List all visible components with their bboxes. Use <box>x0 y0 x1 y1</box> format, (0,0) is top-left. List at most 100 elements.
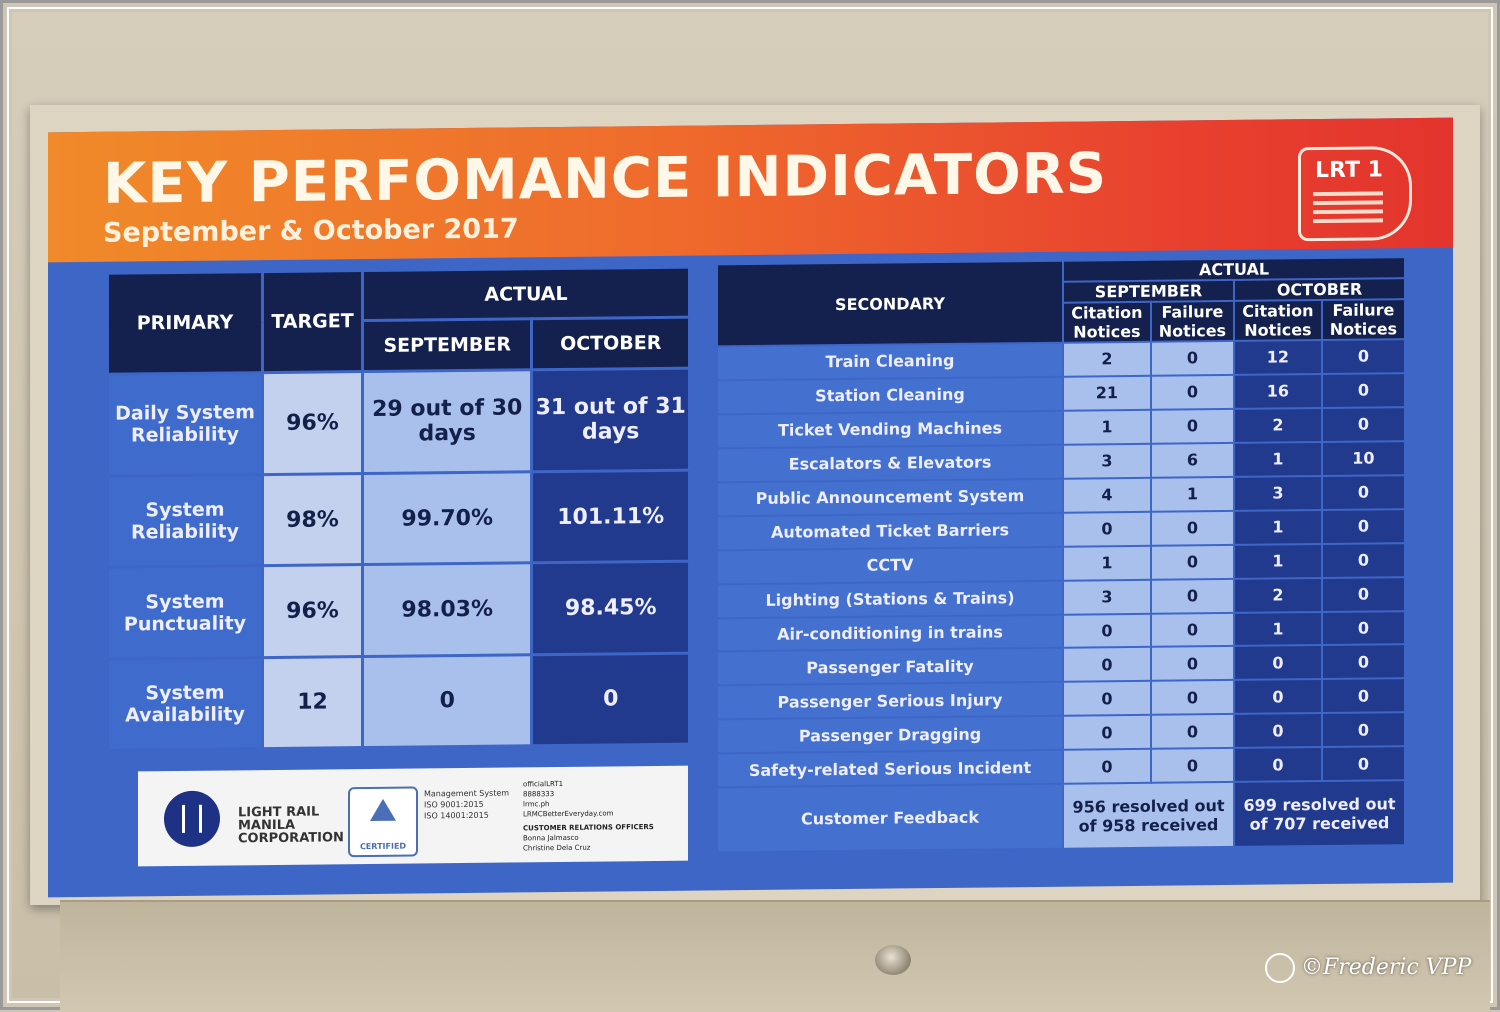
lrt1-logo-text: LRT 1 <box>1315 157 1383 184</box>
oct-citation-value: 12 <box>1233 340 1322 375</box>
oct-citation-value: 2 <box>1233 407 1322 443</box>
target-value: 98% <box>262 473 363 566</box>
october-value: 31 out of 31 days <box>531 367 690 472</box>
row-label: Safety-related Serious Incident <box>717 749 1063 788</box>
sep-failure-value: 0 <box>1150 680 1234 716</box>
september-value: 29 out of 30 days <box>362 369 532 474</box>
sep-failure-value: 0 <box>1150 646 1234 682</box>
tuv-triangle-icon <box>370 798 396 821</box>
certifications: Management System ISO 9001:2015 ISO 1400… <box>424 787 524 821</box>
cert-line: Management System <box>424 788 510 799</box>
poster-subtitle: September & October 2017 <box>103 213 519 249</box>
wall-lower-panel <box>60 900 1490 1012</box>
tuv-certified-badge: CERTIFIED <box>348 786 418 858</box>
footer-panel: LIGHT RAIL MANILA CORPORATION CERTIFIED … <box>138 765 688 867</box>
september-value: 0 <box>362 654 532 748</box>
feedback-row: Customer Feedback 956 resolved out of 958… <box>717 780 1405 853</box>
sep-failure-value: 0 <box>1150 578 1234 614</box>
october-value: 101.11% <box>531 470 690 564</box>
oct-citation-value: 1 <box>1233 543 1322 579</box>
sep-citation-value: 2 <box>1063 341 1151 377</box>
target-header: TARGET <box>262 270 363 373</box>
oct-failure-value: 0 <box>1321 407 1405 442</box>
feedback-label: Customer Feedback <box>717 783 1063 853</box>
contact-line: LRMCBetterEveryday.com <box>523 809 614 819</box>
row-label: Station Cleaning <box>717 376 1063 415</box>
sep-citation-header: Citation Notices <box>1063 301 1151 343</box>
row-label: System Availability <box>107 657 263 751</box>
sep-citation-value: 0 <box>1063 681 1151 717</box>
sep-citation-value: 0 <box>1063 715 1151 750</box>
sep-failure-value: 0 <box>1150 340 1234 376</box>
october-value: 0 <box>531 652 690 746</box>
row-label: Escalators & Elevators <box>717 444 1063 483</box>
oct-failure-value: 0 <box>1321 474 1405 510</box>
kpi-poster: KEY PERFOMANCE INDICATORS September & Oc… <box>48 117 1453 898</box>
october-header: OCTOBER <box>1233 278 1405 301</box>
sep-citation-value: 1 <box>1063 545 1151 581</box>
oct-failure-value: 0 <box>1321 746 1405 782</box>
oct-citation-value: 3 <box>1233 475 1322 511</box>
oct-citation-value: 2 <box>1233 577 1322 613</box>
primary-header: PRIMARY <box>107 271 263 374</box>
sep-failure-header: Failure Notices <box>1150 300 1234 342</box>
table-row: Daily System Reliability 96% 29 out of 3… <box>107 367 690 477</box>
sep-failure-value: 6 <box>1150 442 1234 478</box>
row-label: System Reliability <box>107 474 263 568</box>
target-value: 12 <box>262 656 363 749</box>
row-label: Passenger Serious Injury <box>717 682 1063 720</box>
oct-citation-value: 16 <box>1233 373 1322 409</box>
lrmc-logo-icon <box>164 790 220 848</box>
oct-citation-value: 0 <box>1233 645 1322 681</box>
table-row: System Reliability 98% 99.70% 101.11% <box>107 470 690 568</box>
lrt1-logo-lines <box>1313 191 1383 228</box>
sep-citation-value: 3 <box>1063 579 1151 615</box>
table-row: System Punctuality 96% 98.03% 98.45% <box>107 561 690 659</box>
row-label: Ticket Vending Machines <box>717 410 1063 449</box>
sep-failure-value: 0 <box>1150 714 1234 750</box>
bolt <box>875 945 911 975</box>
row-label: Public Announcement System <box>717 478 1063 517</box>
officer-name: Christine Dela Cruz <box>523 843 591 853</box>
oct-citation-value: 1 <box>1233 611 1322 647</box>
secondary-kpi-table: SECONDARY ACTUAL SEPTEMBER OCTOBER Citat… <box>716 256 1406 853</box>
row-label: Automated Ticket Barriers <box>717 512 1063 550</box>
row-label: Air-conditioning in trains <box>717 614 1063 652</box>
secondary-header: SECONDARY <box>717 260 1063 347</box>
oct-failure-value: 0 <box>1321 339 1405 374</box>
poster-header: KEY PERFOMANCE INDICATORS September & Oc… <box>48 117 1453 263</box>
oct-failure-value: 0 <box>1321 610 1405 646</box>
oct-failure-value: 10 <box>1321 440 1405 476</box>
cert-line: ISO 14001:2015 <box>424 810 489 821</box>
oct-citation-value: 0 <box>1233 679 1322 715</box>
sep-failure-value: 0 <box>1150 408 1234 444</box>
row-label: Passenger Dragging <box>717 716 1063 754</box>
row-label: Train Cleaning <box>717 342 1063 381</box>
target-value: 96% <box>262 564 363 658</box>
company-name: LIGHT RAIL MANILA CORPORATION <box>238 804 344 847</box>
globe-icon <box>1265 953 1295 983</box>
contact-info: officialLRT1 8888333 lrmc.ph LRMCBetterE… <box>523 778 688 855</box>
sep-citation-value: 0 <box>1063 511 1151 547</box>
sep-failure-value: 0 <box>1150 544 1234 580</box>
target-value: 96% <box>262 371 363 475</box>
sep-failure-value: 0 <box>1150 748 1234 783</box>
oct-citation-value: 1 <box>1233 441 1322 477</box>
sep-citation-value: 21 <box>1063 375 1151 411</box>
watermark-text: ©Frederic VPP <box>1301 955 1472 980</box>
oct-failure-value: 0 <box>1321 508 1405 544</box>
photographer-watermark: ©Frederic VPP <box>1265 953 1471 983</box>
sep-failure-value: 0 <box>1150 374 1234 410</box>
sep-failure-value: 1 <box>1150 476 1234 512</box>
oct-failure-value: 0 <box>1321 576 1405 612</box>
actual-header: ACTUAL <box>362 267 690 321</box>
sep-citation-value: 3 <box>1063 443 1151 479</box>
row-label: System Punctuality <box>107 565 263 659</box>
row-label: Passenger Fatality <box>717 648 1063 686</box>
oct-failure-value: 0 <box>1321 712 1405 748</box>
table-row: System Availability 12 0 0 <box>107 652 690 751</box>
oct-citation-header: Citation Notices <box>1233 300 1322 341</box>
oct-citation-value: 0 <box>1233 713 1322 749</box>
sep-feedback-value: 956 resolved out of 958 received <box>1063 782 1234 849</box>
oct-failure-header: Failure Notices <box>1321 299 1405 341</box>
